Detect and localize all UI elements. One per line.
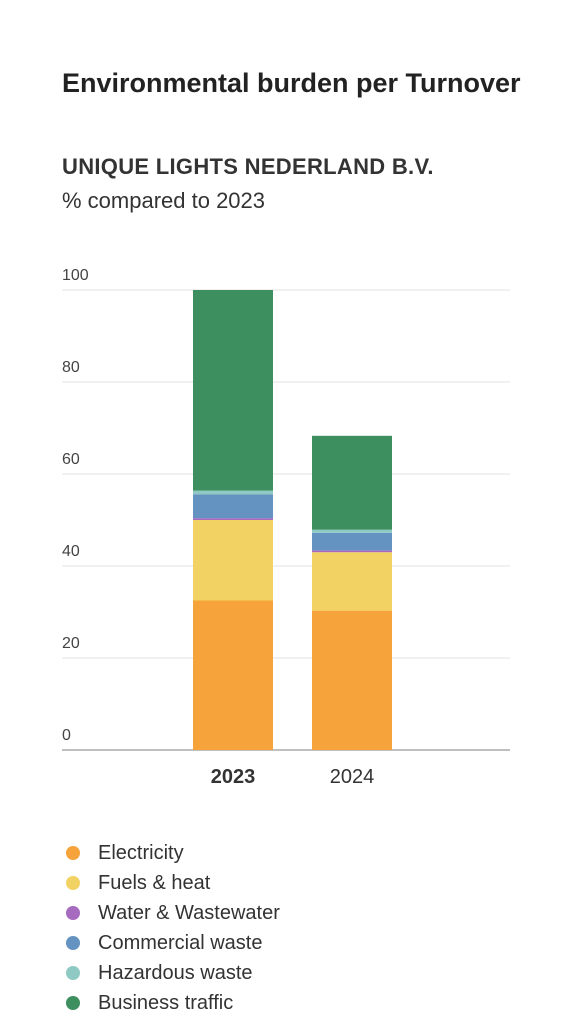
bar-segment-hazardous-waste[interactable]	[193, 490, 273, 495]
x-category-label: 2023	[211, 766, 256, 788]
bar-segment-water-wastewater[interactable]	[193, 518, 273, 520]
legend: Electricity Fuels & heat Water & Wastewate…	[66, 838, 280, 1018]
legend-swatch-icon	[66, 936, 80, 950]
y-tick-label: 100	[62, 267, 89, 284]
y-axis-label: % compared to 2023	[62, 188, 266, 213]
legend-label: Water & Wastewater	[98, 901, 280, 924]
legend-item[interactable]: Commercial waste	[66, 928, 280, 958]
bar-segment-hazardous-waste[interactable]	[312, 529, 392, 533]
y-tick-label: 0	[62, 727, 71, 744]
bar-segment-electricity[interactable]	[312, 610, 392, 750]
x-category-label: 2024	[330, 766, 375, 788]
y-tick-label: 80	[62, 359, 80, 376]
bar-segment-business-traffic[interactable]	[193, 290, 273, 491]
legend-item[interactable]: Fuels & heat	[66, 868, 280, 898]
legend-swatch-icon	[66, 906, 80, 920]
legend-label: Commercial waste	[98, 931, 263, 954]
bar-segment-commercial-waste[interactable]	[193, 494, 273, 519]
chart-title: Environmental burden per Turnover	[62, 68, 521, 98]
bar-segment-water-wastewater[interactable]	[312, 550, 392, 553]
bars	[193, 290, 392, 750]
bar-segment-commercial-waste[interactable]	[312, 532, 392, 551]
bar-segment-fuels-heat[interactable]	[312, 552, 392, 611]
legend-swatch-icon	[66, 876, 80, 890]
legend-item[interactable]: Electricity	[66, 838, 280, 868]
legend-label: Hazardous waste	[98, 961, 253, 984]
legend-label: Business traffic	[98, 991, 234, 1014]
legend-item[interactable]: Water & Wastewater	[66, 898, 280, 928]
x-axis-labels: 2023 2024	[211, 766, 375, 788]
legend-swatch-icon	[66, 996, 80, 1010]
legend-swatch-icon	[66, 846, 80, 860]
stacked-bar-chart: 0 20 40 60 80 100 2023 2024	[62, 267, 510, 788]
y-tick-label: 20	[62, 635, 80, 652]
legend-swatch-icon	[66, 966, 80, 980]
y-tick-label: 40	[62, 543, 80, 560]
bar-segment-fuels-heat[interactable]	[193, 520, 273, 601]
y-tick-label: 60	[62, 451, 80, 468]
legend-label: Electricity	[98, 841, 184, 864]
legend-item[interactable]: Hazardous waste	[66, 958, 280, 988]
legend-item[interactable]: Business traffic	[66, 988, 280, 1018]
chart-subtitle: UNIQUE LIGHTS NEDERLAND B.V.	[62, 154, 434, 179]
bar-segment-electricity[interactable]	[193, 600, 273, 751]
bar-segment-business-traffic[interactable]	[312, 435, 392, 530]
gridlines: 0 20 40 60 80 100	[62, 267, 510, 751]
legend-label: Fuels & heat	[98, 871, 211, 894]
